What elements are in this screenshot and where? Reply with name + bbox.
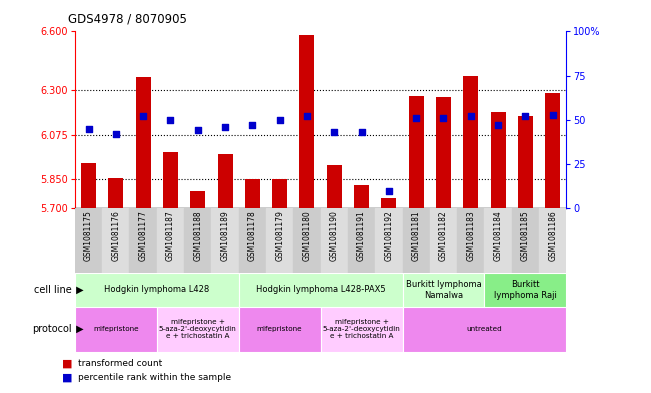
Text: mifepristone: mifepristone xyxy=(93,326,139,332)
Bar xyxy=(75,273,239,307)
Text: protocol: protocol xyxy=(32,324,72,334)
Text: percentile rank within the sample: percentile rank within the sample xyxy=(78,373,231,382)
Text: Burkitt
lymphoma Raji: Burkitt lymphoma Raji xyxy=(494,280,557,299)
Point xyxy=(411,115,421,121)
Text: mifepristone: mifepristone xyxy=(257,326,303,332)
Bar xyxy=(157,208,184,273)
Text: transformed count: transformed count xyxy=(78,359,162,368)
Bar xyxy=(402,273,484,307)
Bar xyxy=(239,273,402,307)
Text: ▶: ▶ xyxy=(73,324,83,334)
Text: GSM1081182: GSM1081182 xyxy=(439,210,448,261)
Point xyxy=(138,113,148,119)
Point xyxy=(356,129,367,135)
Text: mifepristone +
5-aza-2'-deoxycytidin
e + trichostatin A: mifepristone + 5-aza-2'-deoxycytidin e +… xyxy=(323,319,400,339)
Text: GSM1081191: GSM1081191 xyxy=(357,210,366,261)
Bar xyxy=(245,179,260,208)
Bar xyxy=(327,165,342,208)
Bar xyxy=(157,307,239,352)
Bar xyxy=(239,307,320,352)
Point xyxy=(247,122,258,128)
Point xyxy=(383,187,394,194)
Point xyxy=(275,117,285,123)
Bar xyxy=(190,191,205,208)
Bar xyxy=(430,208,457,273)
Bar xyxy=(184,208,212,273)
Bar xyxy=(484,208,512,273)
Bar xyxy=(212,208,239,273)
Bar xyxy=(402,307,566,352)
Text: GSM1081187: GSM1081187 xyxy=(166,210,175,261)
Bar xyxy=(272,179,287,208)
Bar xyxy=(108,178,123,208)
Text: GDS4978 / 8070905: GDS4978 / 8070905 xyxy=(68,13,187,26)
Bar xyxy=(545,93,561,208)
Bar xyxy=(102,208,130,273)
Bar xyxy=(402,208,430,273)
Bar xyxy=(354,185,369,208)
Point xyxy=(520,113,531,119)
Bar xyxy=(320,307,402,352)
Bar xyxy=(348,208,375,273)
Bar xyxy=(464,75,478,208)
Bar xyxy=(81,163,96,208)
Point xyxy=(302,113,312,119)
Bar xyxy=(484,273,566,307)
Point xyxy=(111,131,121,137)
Point xyxy=(83,125,94,132)
Text: GSM1081192: GSM1081192 xyxy=(384,210,393,261)
Text: GSM1081184: GSM1081184 xyxy=(493,210,503,261)
Point xyxy=(329,129,339,135)
Point xyxy=(465,113,476,119)
Bar xyxy=(539,208,566,273)
Bar xyxy=(518,116,533,208)
Text: GSM1081181: GSM1081181 xyxy=(411,210,421,261)
Text: ■: ■ xyxy=(62,358,72,369)
Bar xyxy=(409,96,424,208)
Text: mifepristone +
5-aza-2'-deoxycytidin
e + trichostatin A: mifepristone + 5-aza-2'-deoxycytidin e +… xyxy=(159,319,236,339)
Text: GSM1081176: GSM1081176 xyxy=(111,210,120,261)
Bar xyxy=(320,208,348,273)
Text: GSM1081180: GSM1081180 xyxy=(303,210,311,261)
Bar xyxy=(294,208,320,273)
Text: untreated: untreated xyxy=(467,326,503,332)
Text: GSM1081178: GSM1081178 xyxy=(248,210,257,261)
Text: GSM1081188: GSM1081188 xyxy=(193,210,202,261)
Text: Hodgkin lymphoma L428: Hodgkin lymphoma L428 xyxy=(104,285,210,294)
Text: cell line: cell line xyxy=(34,285,72,295)
Point xyxy=(493,122,503,128)
Point xyxy=(165,117,176,123)
Text: GSM1081186: GSM1081186 xyxy=(548,210,557,261)
Text: GSM1081190: GSM1081190 xyxy=(330,210,339,261)
Text: GSM1081175: GSM1081175 xyxy=(84,210,93,261)
Text: GSM1081183: GSM1081183 xyxy=(466,210,475,261)
Text: GSM1081177: GSM1081177 xyxy=(139,210,148,261)
Text: Hodgkin lymphoma L428-PAX5: Hodgkin lymphoma L428-PAX5 xyxy=(256,285,385,294)
Bar xyxy=(266,208,294,273)
Bar xyxy=(239,208,266,273)
Bar xyxy=(375,208,402,273)
Bar xyxy=(381,198,396,208)
Bar xyxy=(457,208,484,273)
Point xyxy=(193,127,203,134)
Bar xyxy=(512,208,539,273)
Bar xyxy=(163,152,178,208)
Text: Burkitt lymphoma
Namalwa: Burkitt lymphoma Namalwa xyxy=(406,280,481,299)
Text: ▶: ▶ xyxy=(73,285,83,295)
Bar xyxy=(135,77,150,208)
Text: GSM1081185: GSM1081185 xyxy=(521,210,530,261)
Bar xyxy=(436,97,451,208)
Bar xyxy=(299,35,314,208)
Text: ■: ■ xyxy=(62,372,72,382)
Text: GSM1081179: GSM1081179 xyxy=(275,210,284,261)
Bar xyxy=(217,154,232,208)
Bar xyxy=(75,307,157,352)
Bar xyxy=(491,112,506,208)
Bar xyxy=(130,208,157,273)
Point xyxy=(220,124,230,130)
Point xyxy=(547,112,558,118)
Bar xyxy=(75,208,102,273)
Text: GSM1081189: GSM1081189 xyxy=(221,210,230,261)
Point xyxy=(438,115,449,121)
